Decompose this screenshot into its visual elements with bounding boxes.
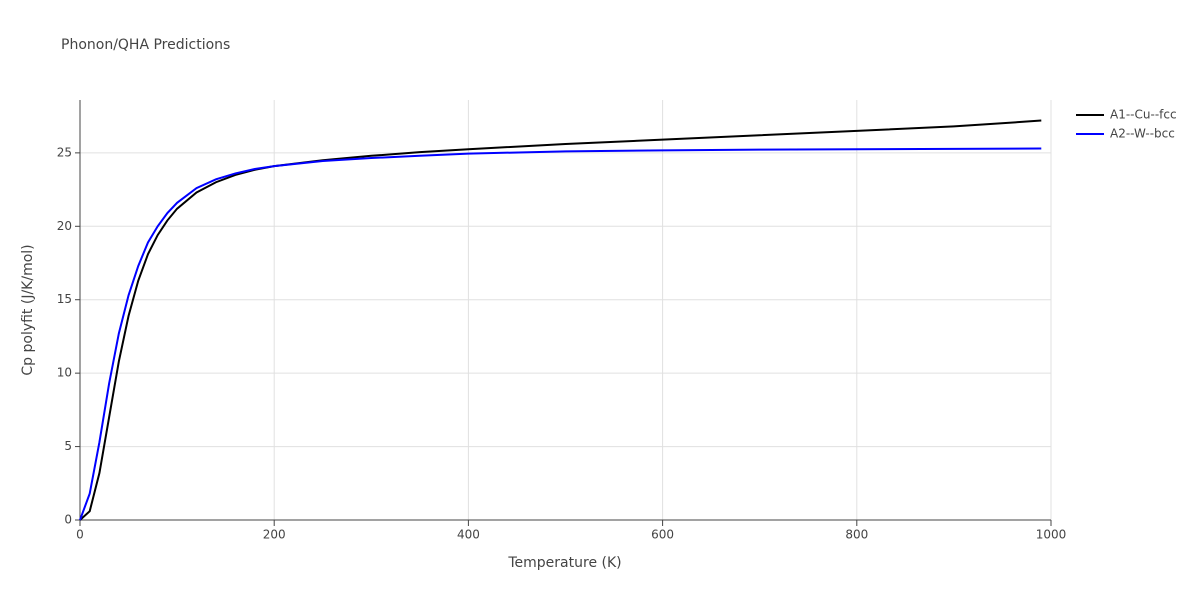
series-line	[79, 119, 1042, 521]
legend-label: A1--Cu--fcc	[1110, 108, 1177, 122]
y-tick-label: 25	[57, 145, 72, 159]
x-tick-label: 200	[263, 528, 286, 542]
y-tick-label: 0	[64, 513, 72, 527]
x-tick-label: 600	[651, 528, 674, 542]
x-tick-label: 0	[76, 528, 84, 542]
y-tick-label: 10	[57, 366, 72, 380]
chart-title: Phonon/QHA Predictions	[61, 37, 230, 53]
y-axis-label: Cp polyfit (J/K/mol)	[20, 244, 36, 375]
x-tick-label: 800	[845, 528, 868, 542]
x-tick-label: 400	[457, 528, 480, 542]
y-tick-label: 15	[57, 292, 72, 306]
y-tick-label: 20	[57, 219, 72, 233]
series-line	[79, 147, 1042, 521]
y-tick-label: 5	[64, 439, 72, 453]
x-axis-label: Temperature (K)	[507, 555, 621, 571]
legend-label: A2--W--bcc	[1110, 127, 1175, 141]
x-tick-label: 1000	[1036, 528, 1067, 542]
